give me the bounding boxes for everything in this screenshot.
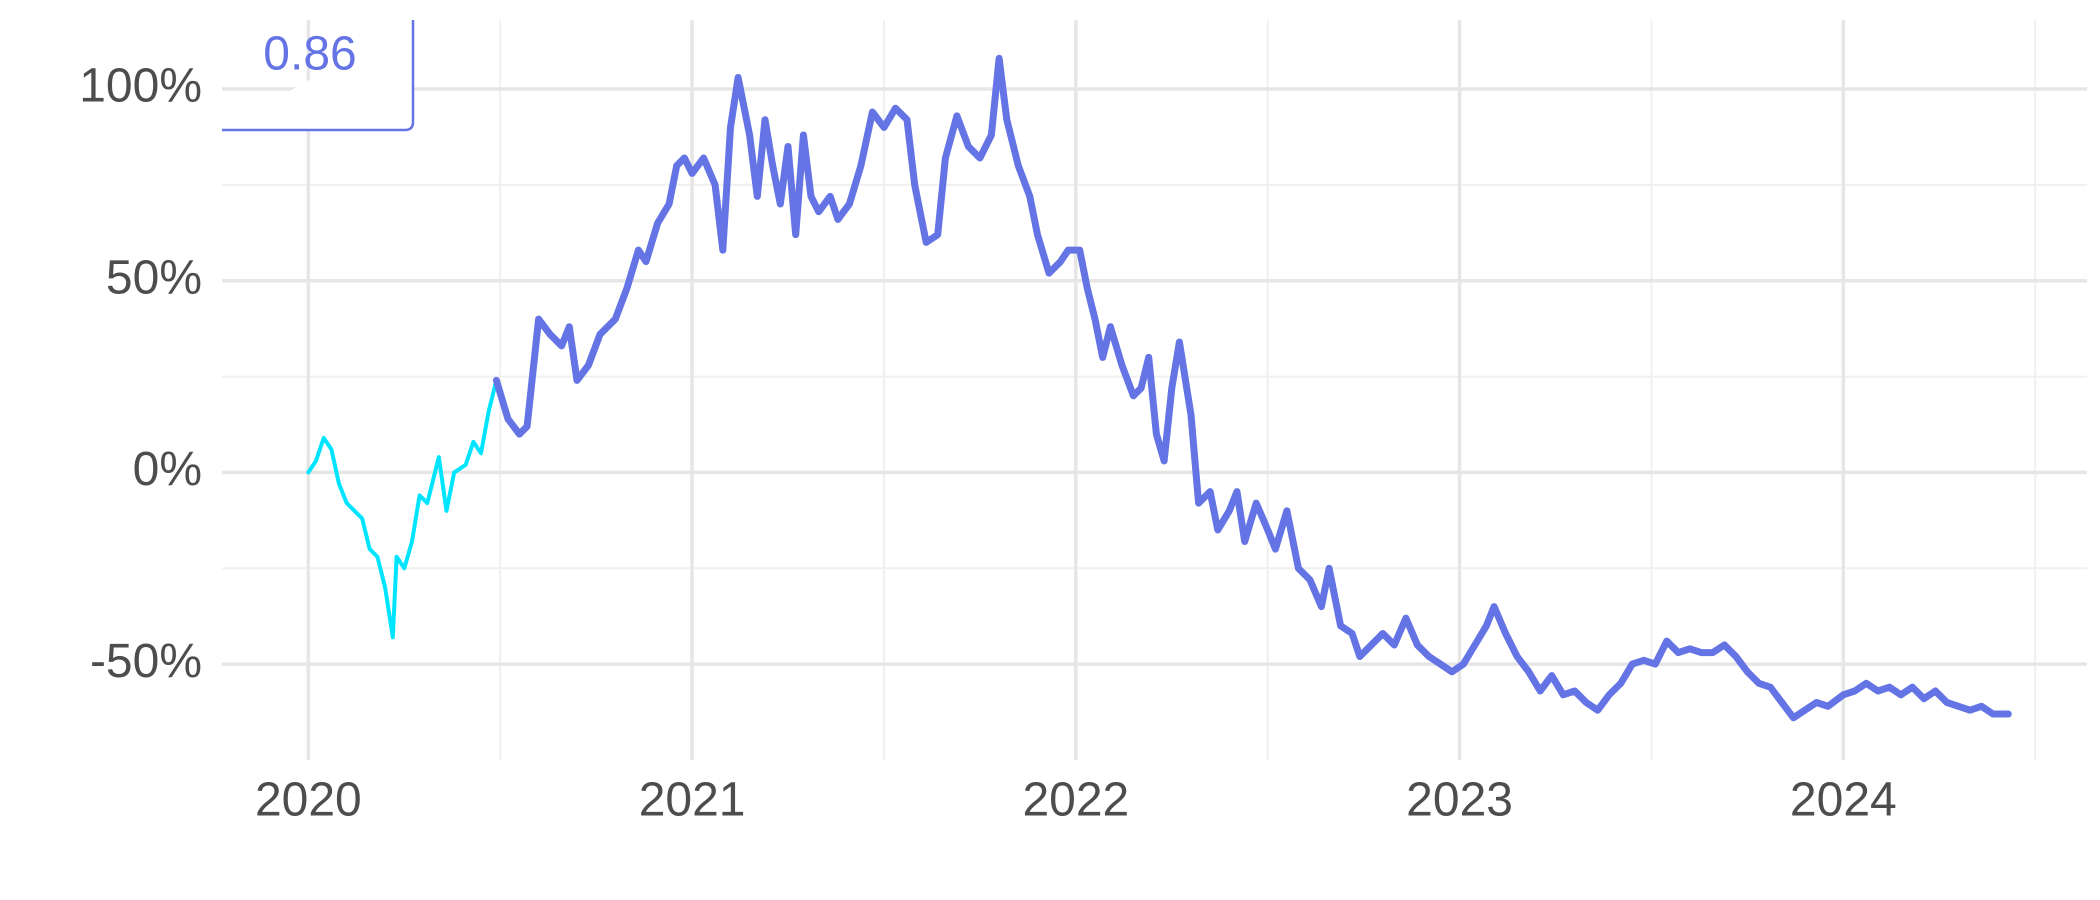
y-tick-label: 100% bbox=[79, 60, 202, 113]
lines bbox=[306, 54, 2012, 722]
y-tick-label: -50% bbox=[90, 635, 202, 688]
series-line bbox=[492, 54, 2012, 722]
series-line bbox=[306, 378, 499, 640]
y-tick-label: 50% bbox=[106, 251, 202, 304]
x-tick-label: 2021 bbox=[639, 774, 746, 827]
x-tick-label: 2022 bbox=[1022, 774, 1129, 827]
x-tick-label: 2020 bbox=[255, 774, 362, 827]
y-tick-label: 0% bbox=[133, 443, 202, 496]
annotation: 0.86 bbox=[263, 28, 356, 81]
x-tick-label: 2023 bbox=[1406, 774, 1513, 827]
x-tick-label: 2024 bbox=[1790, 774, 1897, 827]
annotation-box bbox=[222, 20, 415, 132]
grid bbox=[222, 20, 2087, 760]
